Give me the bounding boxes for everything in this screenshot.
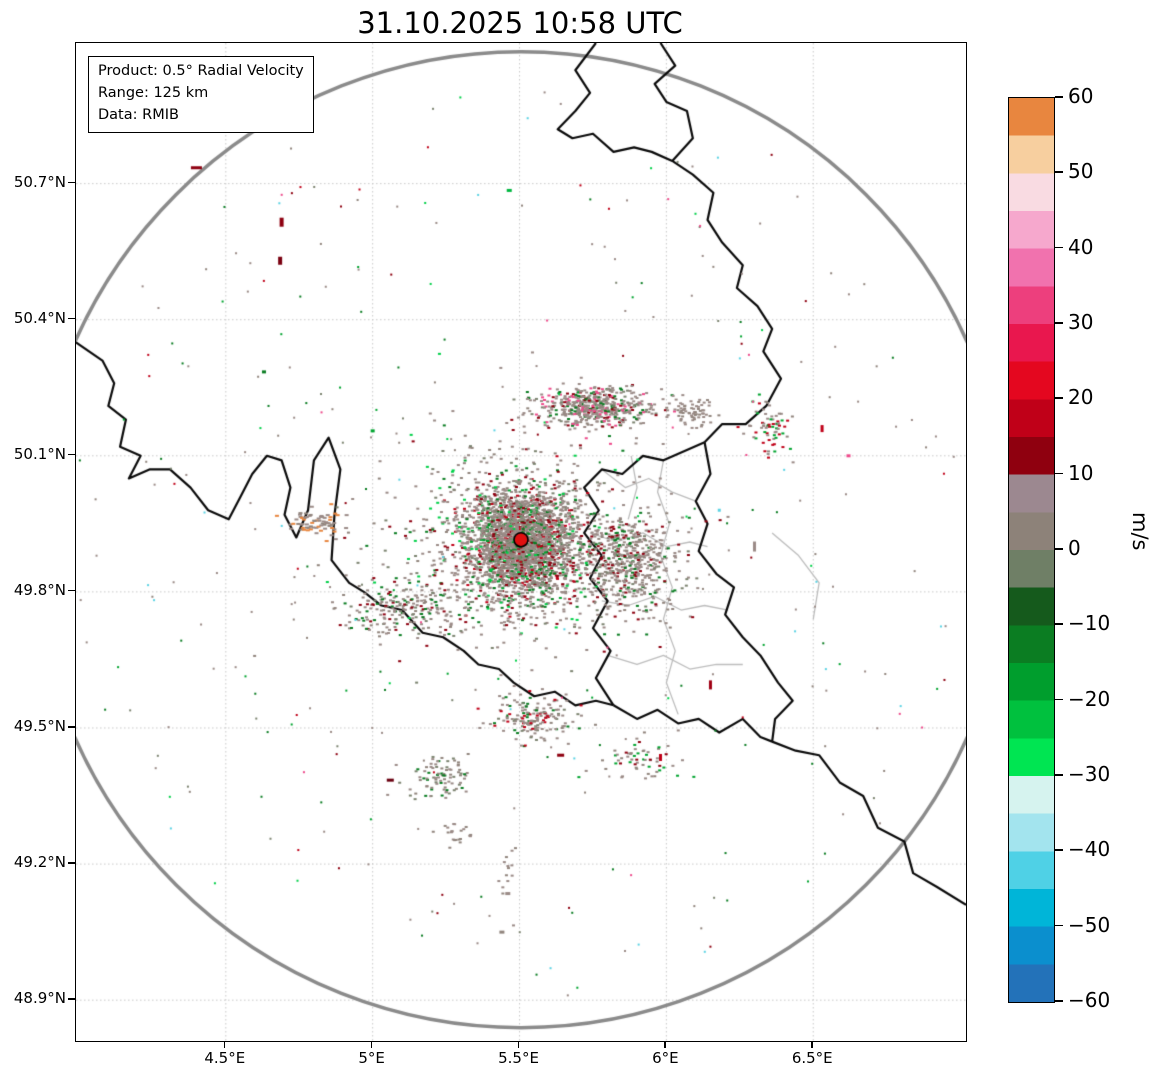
colorbar-tick-label: −50 bbox=[1068, 912, 1111, 937]
colorbar-tick-mark bbox=[1055, 849, 1063, 852]
x-tick-label: 5°E bbox=[358, 1049, 385, 1067]
info-range-line: Range: 125 km bbox=[98, 84, 209, 101]
y-tick-mark bbox=[68, 181, 75, 184]
colorbar-tick-label: −30 bbox=[1068, 762, 1111, 786]
y-tick-label: 49.8°N bbox=[13, 580, 66, 599]
colorbar-tick-mark bbox=[1055, 397, 1063, 400]
colorbar-tick-mark bbox=[1055, 774, 1063, 776]
x-tick-mark bbox=[664, 1041, 666, 1048]
y-tick-label: 50.7°N bbox=[13, 172, 66, 191]
radar-map-canvas bbox=[76, 43, 966, 1041]
x-tick-label: 5.5°E bbox=[498, 1049, 539, 1067]
x-tick-mark bbox=[517, 1041, 520, 1048]
x-tick-mark bbox=[370, 1041, 373, 1048]
colorbar-tick-mark bbox=[1055, 698, 1063, 701]
colorbar-tick-mark bbox=[1055, 623, 1063, 626]
figure-title: 31.10.2025 10:58 UTC bbox=[357, 6, 683, 40]
colorbar-tick-label: 20 bbox=[1068, 385, 1094, 410]
map-plot-area: Product: 0.5° Radial Velocity Range: 125… bbox=[75, 42, 967, 1042]
colorbar-tick-label: 60 bbox=[1068, 84, 1094, 108]
colorbar-tick-label: −10 bbox=[1068, 611, 1111, 636]
y-tick-mark bbox=[68, 862, 75, 864]
colorbar-unit-label: m/s bbox=[1128, 512, 1152, 551]
colorbar-tick-label: −20 bbox=[1068, 686, 1111, 711]
x-tick-mark bbox=[223, 1041, 226, 1048]
y-tick-mark bbox=[68, 453, 75, 456]
colorbar-tick-label: 40 bbox=[1068, 234, 1094, 259]
colorbar-tick-label: 50 bbox=[1068, 159, 1094, 184]
y-tick-mark bbox=[68, 589, 75, 592]
colorbar-tick-label: −60 bbox=[1068, 988, 1111, 1012]
y-tick-mark bbox=[68, 725, 75, 728]
colorbar bbox=[1008, 97, 1055, 1003]
y-tick-label: 50.4°N bbox=[13, 308, 66, 327]
product-info-box: Product: 0.5° Radial Velocity Range: 125… bbox=[88, 56, 314, 134]
colorbar-tick-mark bbox=[1055, 246, 1063, 249]
colorbar-tick-mark bbox=[1055, 472, 1063, 475]
colorbar-tick-label: 0 bbox=[1068, 536, 1081, 560]
y-tick-mark bbox=[68, 998, 75, 1000]
colorbar-tick-mark bbox=[1055, 548, 1063, 550]
x-tick-label: 4.5°E bbox=[204, 1049, 246, 1067]
y-tick-label: 49.2°N bbox=[13, 853, 66, 872]
y-tick-label: 49.5°N bbox=[13, 716, 66, 735]
y-tick-label: 50.1°N bbox=[13, 444, 66, 463]
y-tick-mark bbox=[68, 317, 75, 320]
colorbar-tick-mark bbox=[1055, 322, 1063, 324]
colorbar-tick-mark bbox=[1055, 924, 1063, 927]
info-data-line: Data: RMIB bbox=[98, 106, 179, 123]
x-tick-mark bbox=[811, 1041, 813, 1048]
y-tick-label: 48.9°N bbox=[13, 989, 66, 1008]
colorbar-tick-mark bbox=[1055, 96, 1063, 98]
x-tick-label: 6°E bbox=[652, 1049, 679, 1067]
x-tick-label: 6.5°E bbox=[791, 1049, 833, 1067]
info-product-line: Product: 0.5° Radial Velocity bbox=[98, 63, 304, 79]
colorbar-tick-label: 10 bbox=[1068, 460, 1094, 485]
colorbar-tick-mark bbox=[1055, 171, 1063, 174]
colorbar-tick-label: 30 bbox=[1068, 310, 1094, 334]
colorbar-tick-label: −40 bbox=[1068, 837, 1111, 862]
colorbar-tick-mark bbox=[1055, 1000, 1063, 1002]
